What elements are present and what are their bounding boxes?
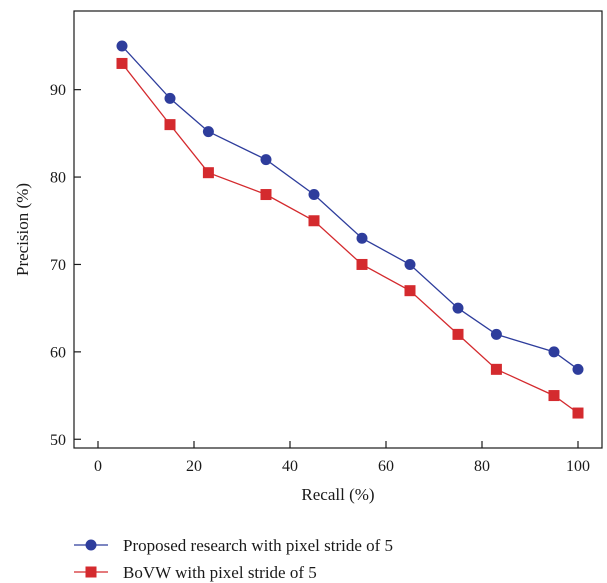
x-tick-label: 80: [474, 458, 490, 475]
data-point-circle: [404, 258, 416, 270]
x-tick-label: 40: [282, 458, 298, 475]
data-point-circle: [164, 92, 176, 104]
data-point-square: [572, 407, 584, 419]
legend-item: BoVW with pixel stride of 5: [74, 563, 317, 582]
legend-marker: [85, 539, 97, 551]
y-tick-label: 90: [50, 82, 66, 99]
data-point-square: [164, 119, 176, 131]
data-point-square: [116, 57, 128, 69]
data-point-square: [548, 390, 560, 402]
data-point-circle: [202, 126, 214, 138]
y-axis: 50 60 70 80 90: [50, 82, 81, 449]
data-point-circle: [452, 302, 464, 314]
data-point-square: [452, 328, 464, 340]
legend-label: Proposed research with pixel stride of 5: [123, 536, 393, 555]
y-axis-title: Precision (%): [13, 183, 32, 276]
data-point-circle: [548, 346, 560, 358]
legend: Proposed research with pixel stride of 5…: [74, 536, 393, 582]
plot-frame: [73, 10, 603, 449]
series-square: [116, 57, 584, 419]
series-line: [121, 45, 579, 370]
series-layer: [116, 40, 584, 419]
data-point-circle: [356, 232, 368, 244]
y-tick-label: 50: [50, 432, 66, 449]
x-axis-title: Recall (%): [301, 485, 374, 504]
legend-label: BoVW with pixel stride of 5: [123, 563, 317, 582]
data-point-square: [404, 285, 416, 297]
data-point-square: [260, 189, 272, 201]
data-point-square: [202, 167, 214, 179]
x-axis: 0 20 40 60 80 100: [94, 441, 590, 475]
data-point-square: [490, 363, 502, 375]
legend-item: Proposed research with pixel stride of 5: [74, 536, 393, 555]
legend-marker: [85, 566, 97, 578]
y-tick-label: 80: [50, 170, 66, 187]
y-tick-label: 60: [50, 344, 66, 361]
y-tick-label: 70: [50, 257, 66, 274]
x-tick-label: 20: [186, 458, 202, 475]
x-tick-label: 100: [566, 458, 590, 475]
data-point-square: [308, 215, 320, 227]
data-point-circle: [490, 328, 502, 340]
data-point-circle: [308, 189, 320, 201]
data-point-circle: [260, 154, 272, 166]
series-circle: [116, 40, 584, 375]
data-point-circle: [572, 363, 584, 375]
data-point-square: [356, 258, 368, 270]
data-point-circle: [116, 40, 128, 52]
x-tick-label: 60: [378, 458, 394, 475]
x-tick-label: 0: [94, 458, 102, 475]
